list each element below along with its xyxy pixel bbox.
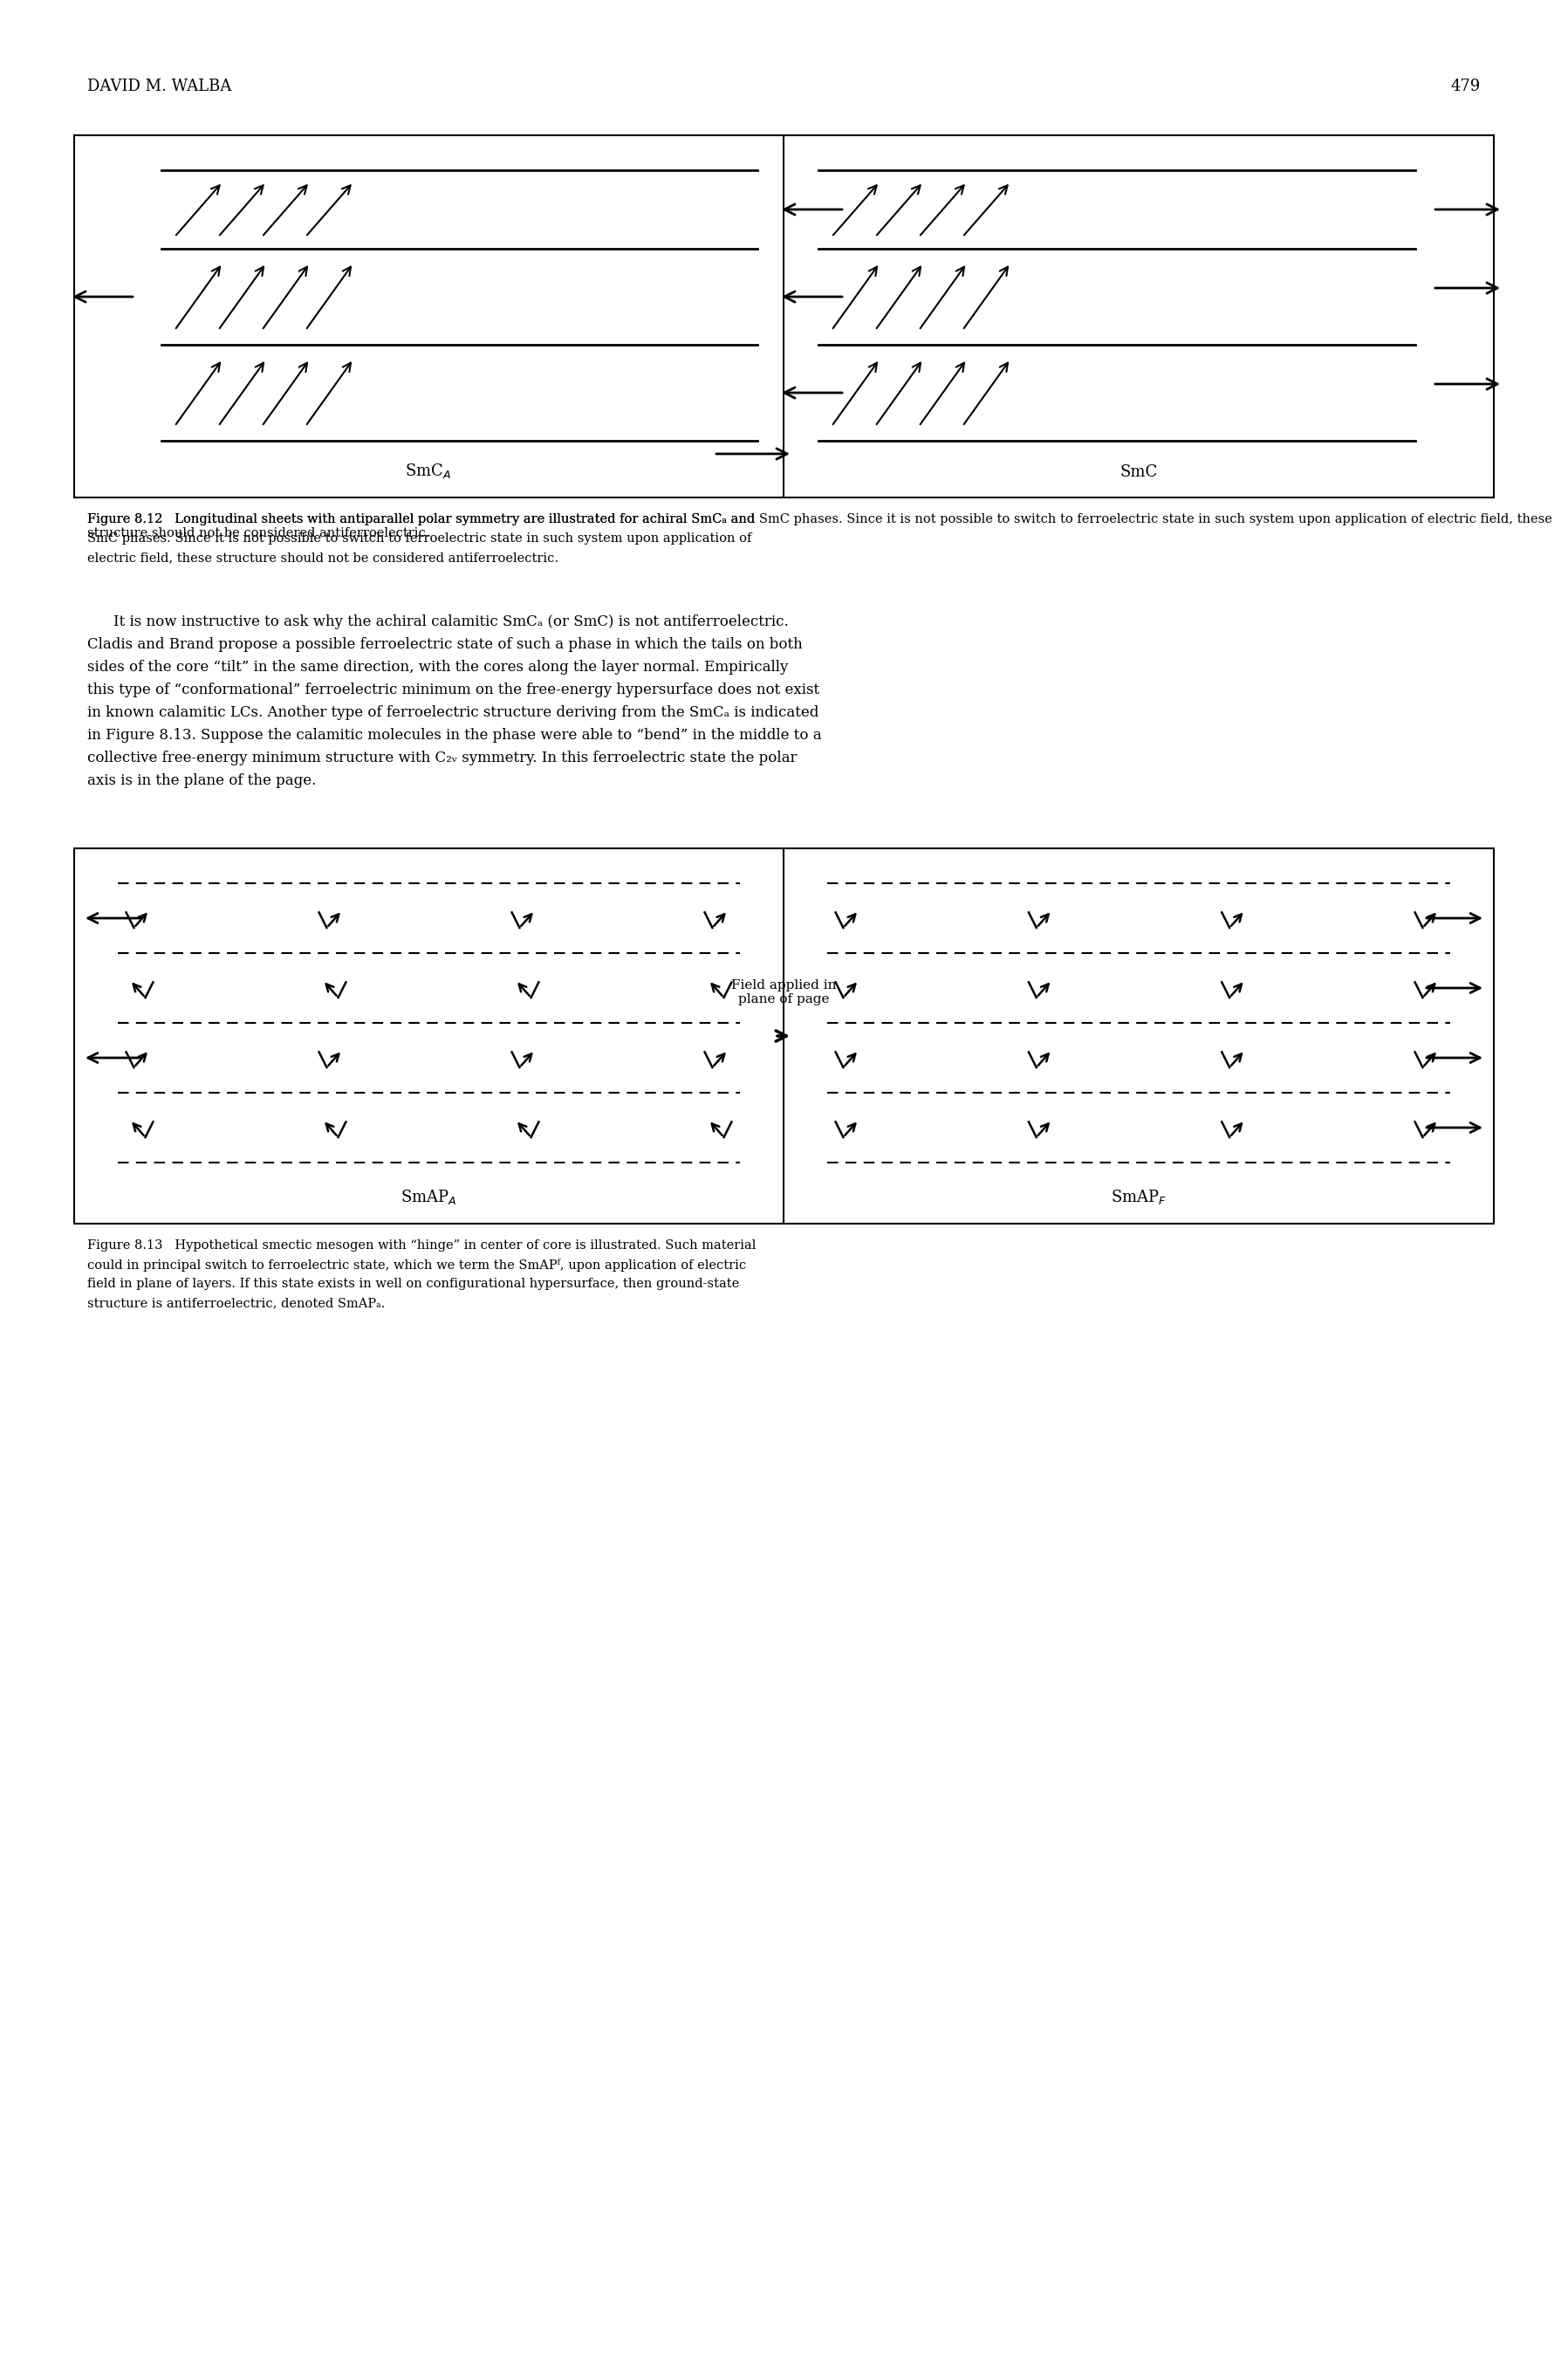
Text: in Figure 8.13. Suppose the calamitic molecules in the phase were able to “bend”: in Figure 8.13. Suppose the calamitic mo…	[88, 727, 822, 743]
Text: could in principal switch to ferroelectric state, which we term the SmAPᶠ, upon : could in principal switch to ferroelectr…	[88, 1258, 746, 1272]
Text: SmAP$_A$: SmAP$_A$	[400, 1187, 456, 1206]
Text: field in plane of layers. If this state exists in well on configurational hypers: field in plane of layers. If this state …	[88, 1277, 739, 1291]
Text: in known calamitic LCs. Another type of ferroelectric structure deriving from th: in known calamitic LCs. Another type of …	[88, 706, 818, 720]
Bar	[74, 135, 1494, 498]
Text: sides of the core “tilt” in the same direction, with the cores along the layer n: sides of the core “tilt” in the same dir…	[88, 661, 789, 675]
Text: SmC$_A$: SmC$_A$	[405, 463, 452, 479]
Text: Figure 8.12   Longitudinal sheets with antiparallel polar symmetry are illustrat: Figure 8.12 Longitudinal sheets with ant…	[88, 512, 1552, 540]
Text: collective free-energy minimum structure with C₂ᵥ symmetry. In this ferroelectri: collective free-energy minimum structure…	[88, 750, 797, 765]
Text: It is now instructive to ask why the achiral calamitic SmCₐ (or SmC) is not anti: It is now instructive to ask why the ach…	[113, 614, 789, 630]
Text: Cladis and Brand propose a possible ferroelectric state of such a phase in which: Cladis and Brand propose a possible ferr…	[88, 637, 803, 651]
Text: SmC phases. Since it is not possible to switch to ferroelectric state in such sy: SmC phases. Since it is not possible to …	[88, 533, 751, 545]
Text: this type of “conformational” ferroelectric minimum on the free-energy hypersurf: this type of “conformational” ferroelect…	[88, 682, 820, 696]
Text: Figure 8.12   Longitudinal sheets with antiparallel polar symmetry are illustrat: Figure 8.12 Longitudinal sheets with ant…	[88, 512, 754, 526]
Text: electric field, these structure should not be considered antiferroelectric.: electric field, these structure should n…	[88, 552, 558, 564]
Text: Figure 8.13   Hypothetical smectic mesogen with “hinge” in center of core is ill: Figure 8.13 Hypothetical smectic mesogen…	[88, 1239, 756, 1251]
Text: 479: 479	[1450, 78, 1480, 94]
Text: SmC: SmC	[1120, 465, 1157, 479]
Text: DAVID M. WALBA: DAVID M. WALBA	[88, 78, 232, 94]
Text: Field applied in
plane of page: Field applied in plane of page	[731, 979, 836, 1005]
Text: axis is in the plane of the page.: axis is in the plane of the page.	[88, 774, 317, 788]
Text: SmAP$_F$: SmAP$_F$	[1110, 1187, 1167, 1206]
Text: structure is antiferroelectric, denoted SmAPₐ.: structure is antiferroelectric, denoted …	[88, 1298, 386, 1310]
Bar	[74, 847, 1494, 1222]
